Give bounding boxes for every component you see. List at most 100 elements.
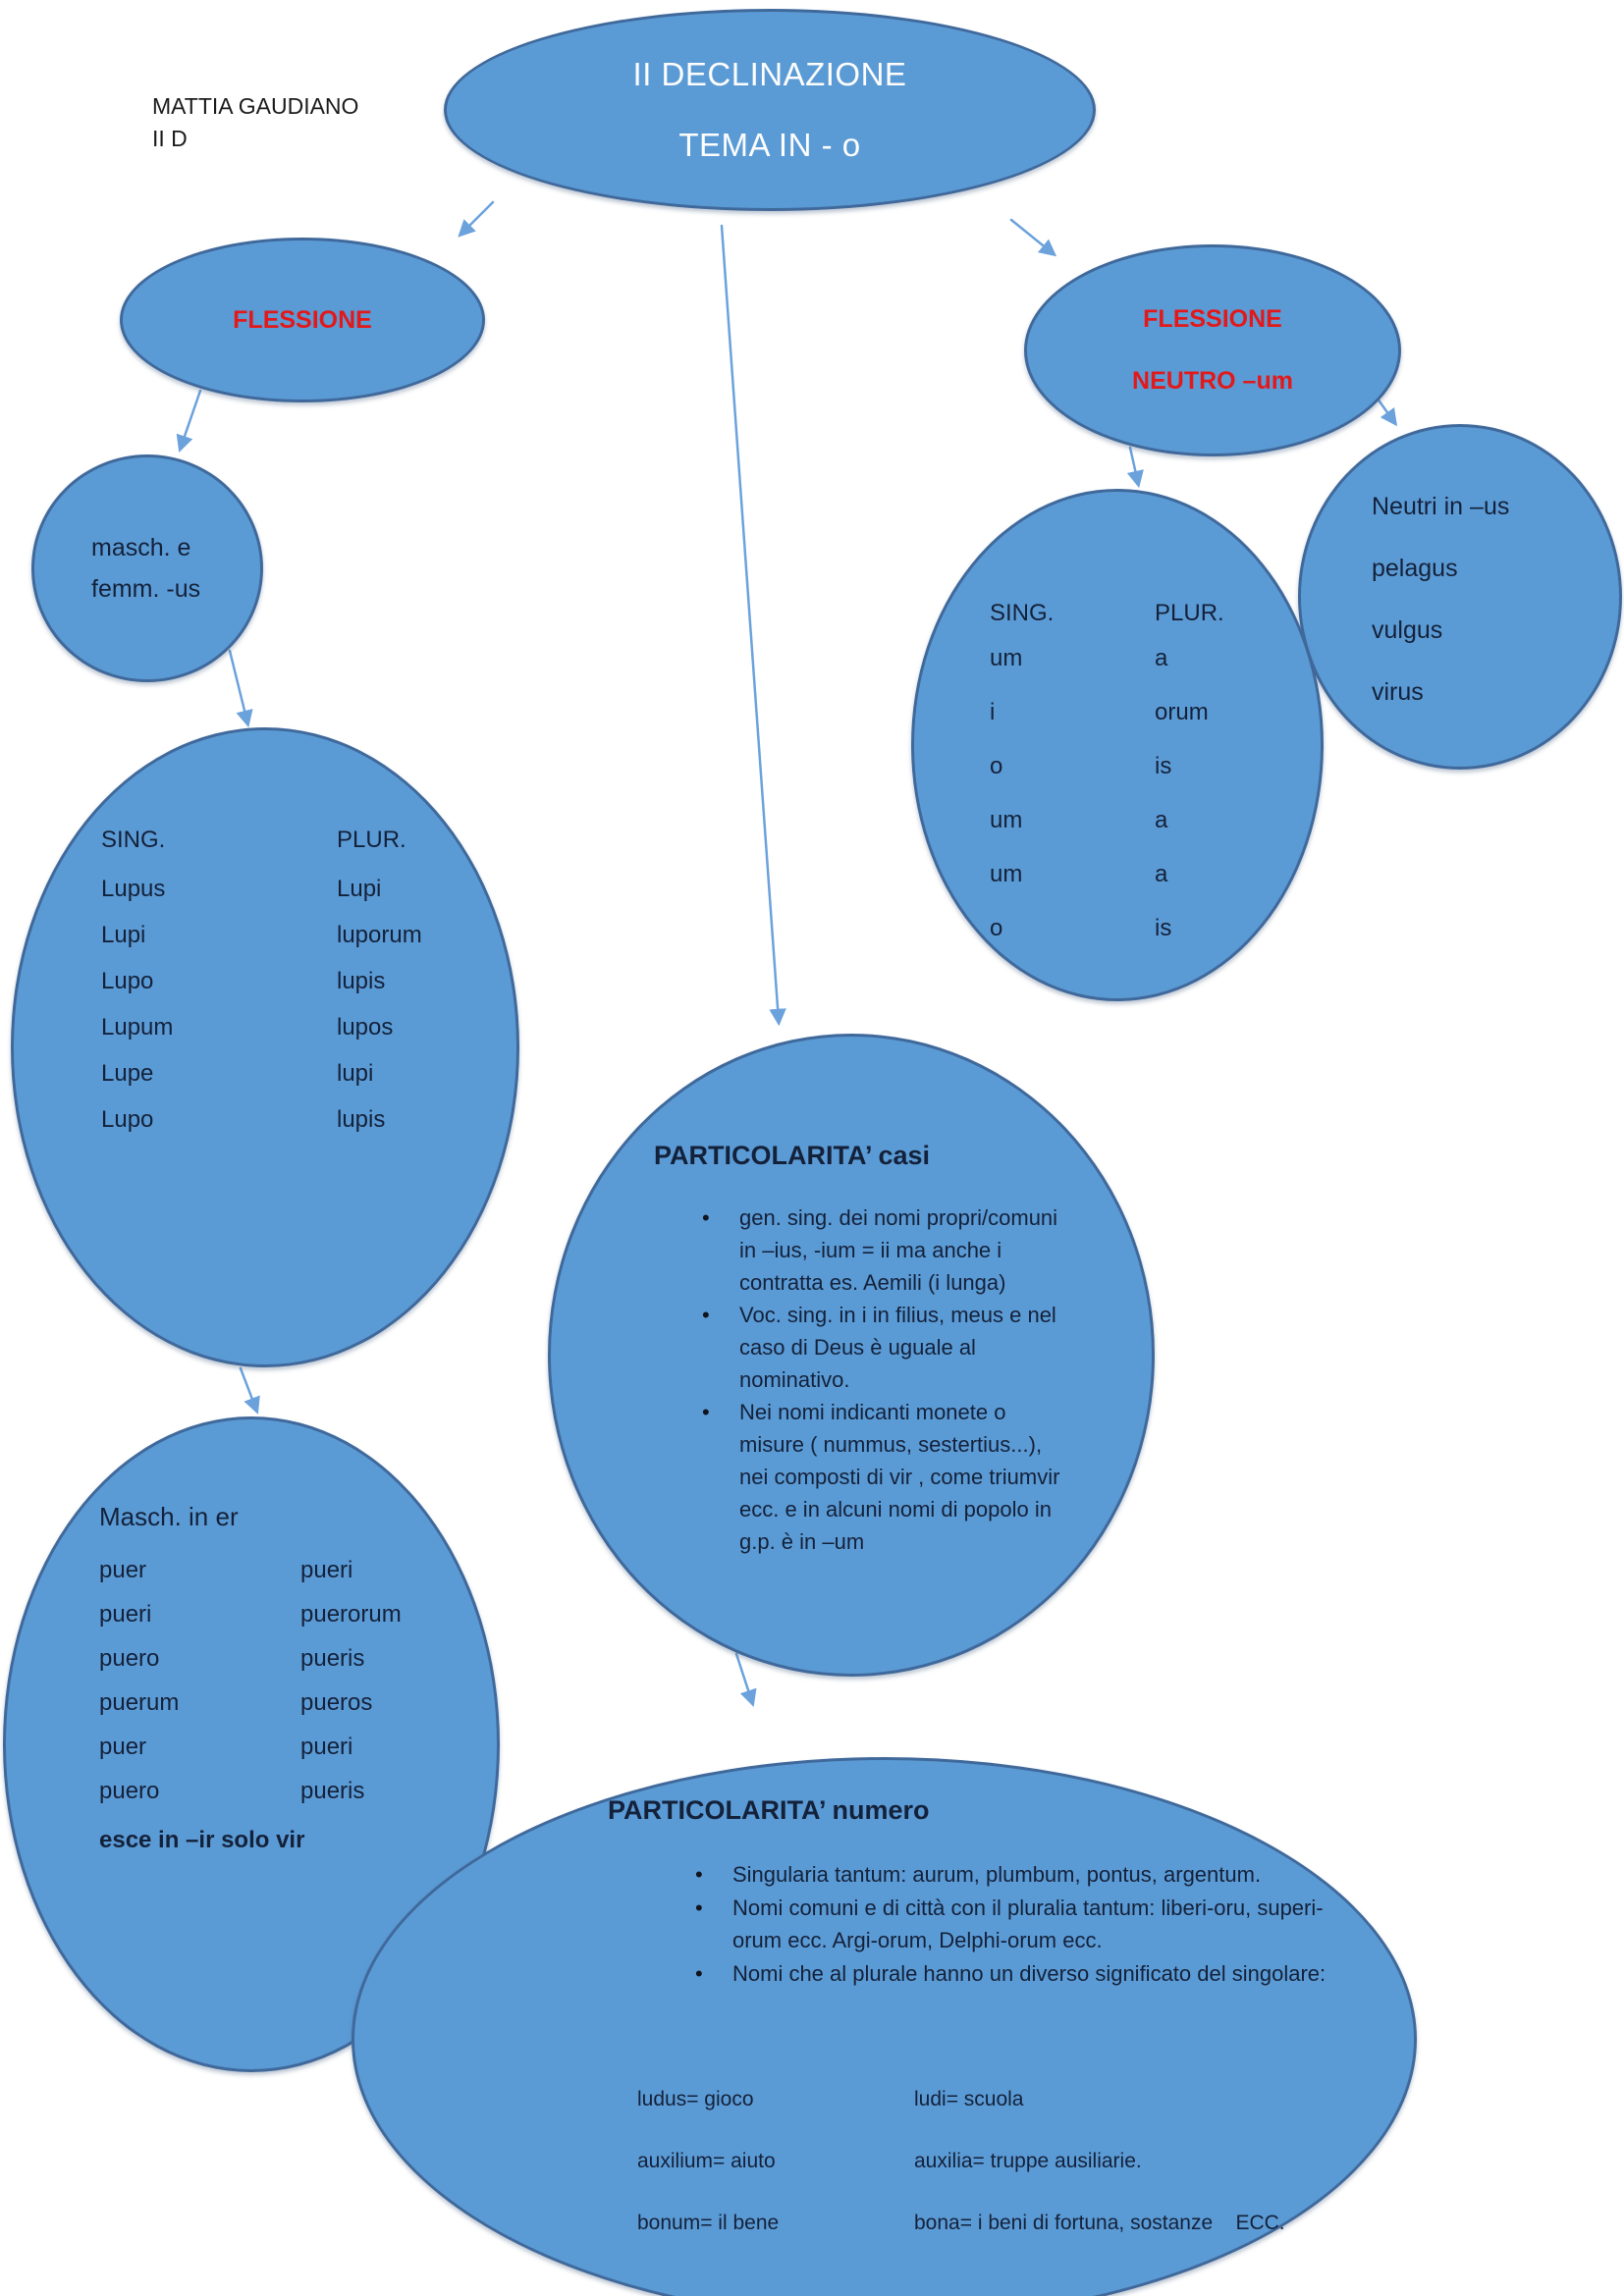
cell-singular: Lupus [101, 876, 166, 902]
neutro-table-node-ellipse: SING. PLUR. um a i orum o is um a um a o is [911, 489, 1324, 1001]
flessione-node-ellipse: FLESSIONE [120, 238, 485, 402]
numero-title: PARTICOLARITA’ numero [608, 1795, 930, 1825]
cell-plural: pueris [300, 1645, 365, 1672]
cell-singular: um [990, 861, 1023, 887]
table-row: auxilium= aiuto auxilia= truppe ausiliari… [637, 2130, 1285, 2192]
cell-plural: puerorum [300, 1601, 402, 1628]
cell-plural: pueri [300, 1557, 353, 1583]
arrow-root-to-flessione-neutro [1009, 218, 1057, 257]
cell-plural: auxilia= truppe ausiliarie. [914, 2150, 1142, 2172]
col-sing: SING. [990, 600, 1055, 626]
cell-singular: puero [99, 1645, 160, 1672]
arrow-casi-to-numero [734, 1652, 757, 1707]
cell-plural: lupis [337, 1106, 386, 1133]
table-row: Lupo lupis [101, 958, 422, 1004]
arrow-flessione-to-masch-femm [176, 389, 202, 453]
arrow-masch-femm-to-lupus-table [228, 649, 253, 728]
list-item: pelagus [1372, 555, 1458, 582]
puer-paradigm-table: Masch. in er puer pueri pueri puerorum puero… [99, 1502, 402, 1854]
author-class: II D [152, 126, 188, 151]
cell-plural: ludi= scuola [914, 2088, 1024, 2110]
table-row: puer pueri [99, 1548, 402, 1592]
neutri-us-list: pelagus vulgus virus [1372, 538, 1619, 723]
table-rows: Lupus Lupi Lupi luporum Lupo lupis Lupum lupos L… [101, 866, 422, 1143]
col-plur: PLUR. [337, 827, 406, 853]
cell-plural: is [1155, 753, 1172, 779]
masch-femm-line2: femm. -us [91, 575, 201, 603]
lupus-table-node-ellipse: SING. PLUR. Lupus Lupi Lupi luporum Lupo lupis… [11, 727, 519, 1367]
root-title-line2: TEMA IN - o [678, 127, 861, 163]
cell-singular: Lupum [101, 1014, 174, 1041]
arrow-lupus-table-to-masch-er [239, 1366, 260, 1415]
flessione-neutro-node-ellipse: FLESSIONE NEUTRO –um [1024, 244, 1401, 456]
table-row: o is [990, 739, 1224, 793]
cell-plural: luporum [337, 922, 422, 948]
cell-singular: o [990, 753, 1003, 779]
table-row: o is [990, 901, 1224, 955]
neutri-us-node-ellipse: Neutri in –us pelagus vulgus virus [1298, 424, 1622, 770]
table-row: Lupum lupos [101, 1004, 422, 1050]
table-row: puero pueris [99, 1769, 402, 1813]
cell-singular: o [990, 915, 1003, 941]
cell-singular: ludus= gioco [637, 2088, 754, 2110]
casi-title: PARTICOLARITA’ casi [654, 1141, 931, 1170]
cell-singular: pueri [99, 1601, 152, 1628]
cell-singular: puer [99, 1557, 147, 1583]
table-row: um a [990, 631, 1224, 685]
arrow-root-to-particolarita-casi [720, 224, 786, 1027]
particolarita-numero-node-ellipse: PARTICOLARITA’ numero Singularia tantum:… [352, 1757, 1417, 2296]
arrow-neutro-to-neutro-table [1126, 446, 1144, 489]
neutri-us-title: Neutri in –us [1372, 493, 1510, 520]
flessione-label: FLESSIONE [233, 305, 372, 334]
cell-plural: orum [1155, 699, 1209, 725]
arrow-root-to-flessione [458, 200, 495, 238]
table-row: Lupe lupi [101, 1050, 422, 1096]
table-row: puer pueri [99, 1725, 402, 1769]
cell-plural: lupi [337, 1060, 374, 1087]
cell-singular: bonum= il bene [637, 2212, 780, 2234]
col-plur: PLUR. [1155, 600, 1224, 626]
table-rows: um a i orum o is um a um a o is [990, 631, 1224, 955]
table-row: um a [990, 847, 1224, 901]
table-row: puerum pueros [99, 1681, 402, 1725]
table-row: Lupo lupis [101, 1096, 422, 1143]
author-name: MATTIA GAUDIANO [152, 93, 359, 119]
table-row: bonum= il bene bona= i beni di fortuna, s… [637, 2192, 1285, 2254]
cell-plural: pueros [300, 1689, 373, 1716]
table-row: pueri puerorum [99, 1592, 402, 1636]
list-item: Voc. sing. in i in filius, meus e nel ca… [700, 1299, 1065, 1396]
cell-plural: bona= i beni di fortuna, sostanze ECC. [914, 2212, 1285, 2234]
cell-plural: lupos [337, 1014, 394, 1041]
list-item: gen. sing. dei nomi propri/comuni in –iu… [700, 1201, 1065, 1299]
list-item: vulgus [1372, 616, 1443, 644]
cell-singular: puerum [99, 1689, 180, 1716]
col-sing: SING. [101, 827, 166, 853]
table-row: ludus= gioco ludi= scuola [637, 2068, 1285, 2130]
author-caption: MATTIA GAUDIANO II D [152, 90, 358, 155]
cell-singular: i [990, 699, 996, 725]
table-row: Lupus Lupi [101, 866, 422, 912]
table-row: Lupi luporum [101, 912, 422, 958]
cell-plural: Lupi [337, 876, 382, 902]
flessione-neutro-line2: NEUTRO –um [1132, 367, 1293, 395]
cell-singular: Lupo [101, 968, 154, 994]
list-item: Nomi che al plurale hanno un diverso sig… [693, 1957, 1336, 1991]
neutro-endings-table: SING. PLUR. um a i orum o is um a um a o is [990, 586, 1224, 955]
list-item: Singularia tantum: aurum, plumbum, pontu… [693, 1858, 1336, 1892]
cell-plural: is [1155, 915, 1172, 941]
table-rows: puer pueri pueri puerorum puero pueris puerum p… [99, 1548, 402, 1813]
masch-femm-line1: masch. e [91, 534, 191, 561]
root-title-line1: II DECLINAZIONE [632, 56, 907, 92]
masch-er-title: Masch. in er [99, 1502, 239, 1531]
cell-singular: Lupo [101, 1106, 154, 1133]
cell-plural: a [1155, 807, 1168, 833]
cell-plural: a [1155, 645, 1168, 671]
flessione-neutro-line1: FLESSIONE [1143, 305, 1282, 333]
cell-plural: pueri [300, 1734, 353, 1760]
numero-bullet-list: Singularia tantum: aurum, plumbum, pontu… [693, 1858, 1336, 1990]
cell-plural: pueris [300, 1778, 365, 1804]
cell-singular: auxilium= aiuto [637, 2150, 776, 2172]
masch-femm-node-ellipse: masch. e femm. -us [31, 454, 263, 682]
list-item: Nomi comuni e di città con il pluralia t… [693, 1892, 1336, 1957]
